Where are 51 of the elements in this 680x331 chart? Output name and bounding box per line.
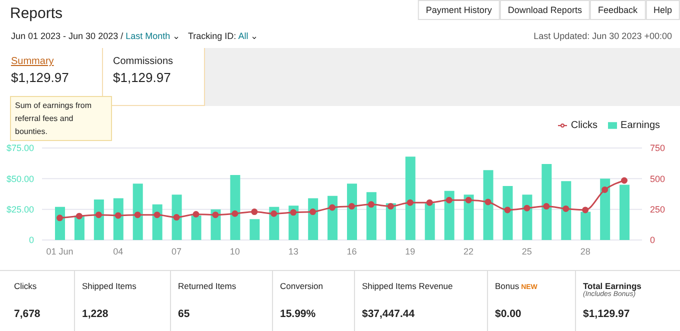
text: $1,129.97 bbox=[11, 70, 69, 85]
text: Feedback bbox=[590, 0, 646, 20]
text: Payment History bbox=[418, 0, 500, 20]
text: Shipped Items Revenue bbox=[362, 281, 453, 291]
chart-title: Reports bbox=[10, 5, 63, 22]
x-tick-label: 13 bbox=[288, 246, 298, 256]
x-tick-label: 25 bbox=[522, 246, 532, 256]
text: Commissions bbox=[113, 56, 174, 67]
y2-tick-label: 250 bbox=[650, 204, 666, 215]
text: All bbox=[238, 31, 248, 41]
x-tick-label: 19 bbox=[405, 246, 416, 256]
text: $1,129.97 bbox=[583, 308, 630, 320]
text: Summary bbox=[11, 56, 54, 67]
text: Jun 01 2023 - Jun 30 2023 / bbox=[11, 31, 124, 41]
text: Total Earnings bbox=[583, 281, 642, 291]
text: $37,447.44 bbox=[362, 308, 415, 320]
x-tick-label: 28 bbox=[580, 246, 590, 256]
y-tick-label: $50.00 bbox=[6, 174, 34, 184]
text: Tracking ID: bbox=[188, 31, 236, 41]
text: Help bbox=[645, 0, 680, 20]
y2-tick-label: 750 bbox=[650, 143, 666, 154]
text: 1,228 bbox=[82, 308, 108, 320]
text: Conversion bbox=[280, 281, 323, 291]
text: $0.00 bbox=[495, 308, 522, 320]
x-tick-label: 10 bbox=[230, 246, 240, 256]
text: Clicks bbox=[14, 281, 37, 291]
x-tick-label: 04 bbox=[113, 246, 124, 256]
y2-tick-label: 0 bbox=[650, 235, 656, 246]
y2-tick-label: 500 bbox=[650, 174, 666, 184]
y-tick-label: 0 bbox=[28, 235, 34, 246]
text: $1,129.97 bbox=[113, 70, 171, 85]
legend-label: Clicks bbox=[570, 120, 598, 131]
text: Returned Items bbox=[178, 281, 236, 291]
y-tick-label: $75.00 bbox=[6, 143, 34, 154]
text: Download Reports bbox=[500, 0, 590, 20]
text: Shipped Items bbox=[82, 281, 136, 291]
x-tick-label: 16 bbox=[346, 246, 357, 256]
x-tick-label: 01 Jun bbox=[46, 246, 74, 256]
text: 65 bbox=[178, 308, 190, 320]
text: Last Month bbox=[126, 31, 170, 41]
text: 7,678 bbox=[14, 308, 40, 320]
text: ⌄ bbox=[250, 31, 259, 41]
x-tick-label: 22 bbox=[464, 246, 474, 256]
text: 15.99% bbox=[280, 308, 316, 320]
text: Bonus bbox=[495, 281, 520, 291]
text: Sum of earnings from referral fees and bounties. bbox=[10, 96, 112, 141]
y-tick-label: $25.00 bbox=[6, 204, 34, 215]
text: Last Updated: Jun 30 2023 +00:00 bbox=[534, 31, 672, 41]
x-tick-label: 07 bbox=[172, 246, 182, 256]
legend-label: Earnings bbox=[620, 120, 660, 131]
text: ⌄ bbox=[172, 31, 181, 41]
